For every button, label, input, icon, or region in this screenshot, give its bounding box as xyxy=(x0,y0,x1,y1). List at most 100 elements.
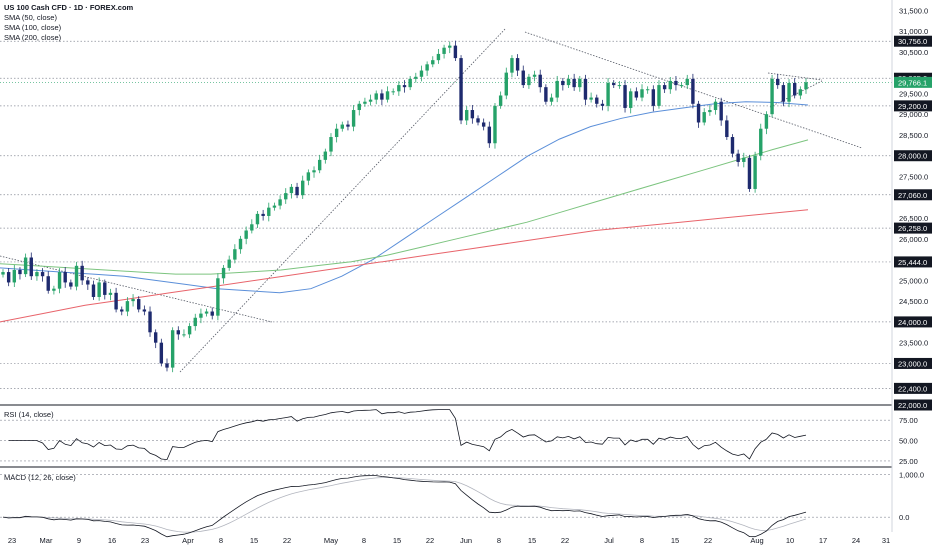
grid-layer xyxy=(0,40,892,406)
candle-body xyxy=(436,53,441,61)
candle-body xyxy=(278,199,282,206)
sma-line-50 xyxy=(0,101,809,294)
x-tick-label: 22 xyxy=(426,536,434,545)
candle-body xyxy=(187,326,192,335)
candle-body xyxy=(736,153,740,162)
candle-body xyxy=(493,105,497,144)
candle-body xyxy=(481,122,486,127)
candle-body xyxy=(165,363,169,368)
candle-body xyxy=(679,85,684,87)
x-tick-label: 16 xyxy=(108,536,116,545)
y-tick-label: 31,000.0 xyxy=(899,27,928,36)
x-tick-label: 8 xyxy=(362,536,366,545)
candle-body xyxy=(465,110,469,121)
x-tick-label: Apr xyxy=(182,536,194,545)
candle-body xyxy=(640,89,644,98)
candle-body xyxy=(385,91,390,100)
candle-body xyxy=(391,91,395,93)
trendline xyxy=(767,72,823,81)
candle-body xyxy=(153,332,158,343)
candle-body xyxy=(125,301,130,312)
price-level-label: 22,000.0 xyxy=(898,401,927,410)
candle-body xyxy=(532,74,537,77)
candle-body xyxy=(120,309,124,312)
y-tick-label: 30,500.0 xyxy=(899,48,928,57)
candle-body xyxy=(69,282,73,287)
x-tick-label: 23 xyxy=(8,536,16,545)
candle-body xyxy=(527,76,531,86)
price-level-label: 25,444.0 xyxy=(898,258,927,267)
candle-body xyxy=(63,272,67,283)
candle-body xyxy=(623,85,627,108)
candle-body xyxy=(306,172,311,181)
candle-body xyxy=(131,299,135,302)
candle-body xyxy=(600,103,605,106)
candle-body xyxy=(634,91,639,98)
candle-body xyxy=(504,72,508,96)
candle-body xyxy=(419,70,424,77)
candle-body xyxy=(368,99,373,102)
chart-legend: US 100 Cash CFD · 1D · FOREX.com SMA (50… xyxy=(4,3,133,43)
last-price-label: 29,766.1 xyxy=(898,78,927,87)
candle-body xyxy=(696,103,701,123)
legend-sma200[interactable]: SMA (200, close) xyxy=(4,33,62,42)
candle-body xyxy=(199,313,203,318)
legend-sma100[interactable]: SMA (100, close) xyxy=(4,23,62,32)
y-tick-label: 28,500.0 xyxy=(899,131,928,140)
candle-body xyxy=(798,89,803,96)
legend-sma50[interactable]: SMA (50, close) xyxy=(4,13,57,22)
y-tick-label: 23,500.0 xyxy=(899,339,928,348)
y-tick-label: 24,500.0 xyxy=(899,297,928,306)
candle-body xyxy=(397,85,401,92)
rsi-tick-label: 75.00 xyxy=(899,416,918,425)
candle-body xyxy=(725,120,729,138)
candle-body xyxy=(691,78,695,104)
rsi-tick-label: 50.00 xyxy=(899,437,918,446)
candle-body xyxy=(442,47,446,54)
candle-body xyxy=(233,249,237,260)
candle-body xyxy=(380,93,384,100)
x-tick-label: 23 xyxy=(141,536,149,545)
candle-layer xyxy=(1,40,808,373)
price-level-label: 26,258.0 xyxy=(898,224,927,233)
candle-body xyxy=(193,317,197,327)
sma-layer xyxy=(0,101,809,323)
x-tick-label: 15 xyxy=(393,536,401,545)
x-tick-label: 22 xyxy=(283,536,291,545)
sma-line-200 xyxy=(0,209,809,323)
candle-body xyxy=(363,101,367,104)
price-level-badge xyxy=(894,100,932,112)
candle-body xyxy=(97,282,101,297)
candle-body xyxy=(137,299,141,310)
candle-body xyxy=(787,83,791,102)
price-level-badge xyxy=(894,382,932,394)
candle-body xyxy=(414,76,418,79)
candle-body xyxy=(742,157,746,162)
candle-body xyxy=(329,137,333,152)
candle-body xyxy=(295,186,299,196)
candle-body xyxy=(216,278,220,316)
sma-line-100 xyxy=(0,139,809,275)
y-tick-label: 26,500.0 xyxy=(899,214,928,223)
candle-body xyxy=(651,89,656,106)
x-tick-label: 8 xyxy=(219,536,223,545)
x-tick-label: 24 xyxy=(852,536,860,545)
y-tick-label: 27,500.0 xyxy=(899,172,928,181)
candle-body xyxy=(301,180,305,196)
rsi-label[interactable]: RSI (14, close) xyxy=(4,410,54,419)
macd-label[interactable]: MACD (12, 26, close) xyxy=(4,473,76,482)
chart-title: US 100 Cash CFD · 1D · FOREX.com xyxy=(4,3,134,12)
candle-body xyxy=(244,230,248,239)
candle-body xyxy=(448,45,452,48)
x-tick-label: 22 xyxy=(704,536,712,545)
candle-body xyxy=(374,93,378,100)
x-tick-label: Jun xyxy=(460,536,472,545)
price-level-badge xyxy=(894,222,932,234)
macd-pane: 1,000.0 0.0 xyxy=(0,470,924,538)
trendline-layer xyxy=(0,27,863,373)
candle-body xyxy=(357,103,361,111)
candle-body xyxy=(764,114,769,129)
candle-body xyxy=(606,83,610,106)
candle-body xyxy=(470,110,475,119)
x-tick-label: 15 xyxy=(528,536,536,545)
